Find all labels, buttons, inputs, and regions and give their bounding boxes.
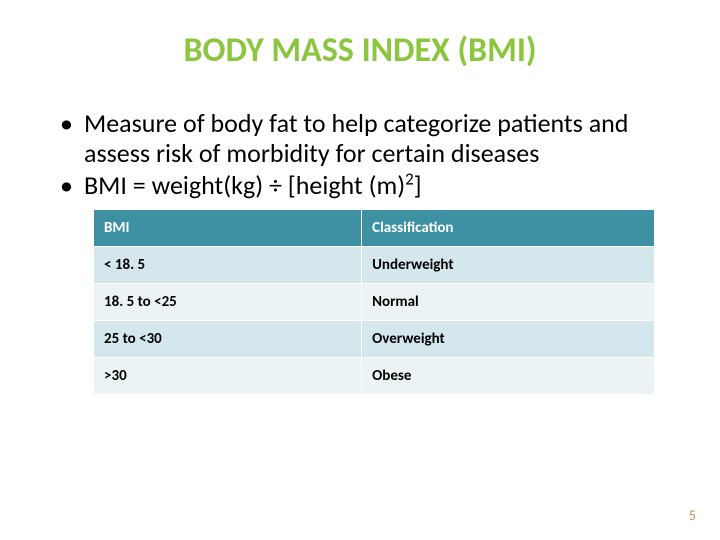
table-row: 25 to <30 Overweight <box>94 320 654 357</box>
table-header-cell: Classification <box>362 209 654 246</box>
bullet-item: Measure of body fat to help categorize p… <box>60 109 670 169</box>
bmi-table: BMI Classification < 18. 5 Underweight 1… <box>94 209 654 395</box>
table-cell: >30 <box>94 357 362 394</box>
table-cell: Overweight <box>362 320 654 357</box>
table-header-row: BMI Classification <box>94 209 654 246</box>
bullet-list: Measure of body fat to help categorize p… <box>60 109 670 201</box>
table-cell: Underweight <box>362 246 654 283</box>
table-row: >30 Obese <box>94 357 654 394</box>
page-title: BODY MASS INDEX (BMI) <box>50 30 670 71</box>
table-cell: 18. 5 to <25 <box>94 283 362 320</box>
table-row: 18. 5 to <25 Normal <box>94 283 654 320</box>
table-body: < 18. 5 Underweight 18. 5 to <25 Normal … <box>94 246 654 394</box>
table-row: < 18. 5 Underweight <box>94 246 654 283</box>
page-number: 5 <box>689 507 696 524</box>
table-cell: Normal <box>362 283 654 320</box>
bullet-item: BMI = weight(kg) ÷ [height (m)2] <box>60 171 670 201</box>
table-header-cell: BMI <box>94 209 362 246</box>
table-cell: Obese <box>362 357 654 394</box>
table-cell: 25 to <30 <box>94 320 362 357</box>
table-cell: < 18. 5 <box>94 246 362 283</box>
